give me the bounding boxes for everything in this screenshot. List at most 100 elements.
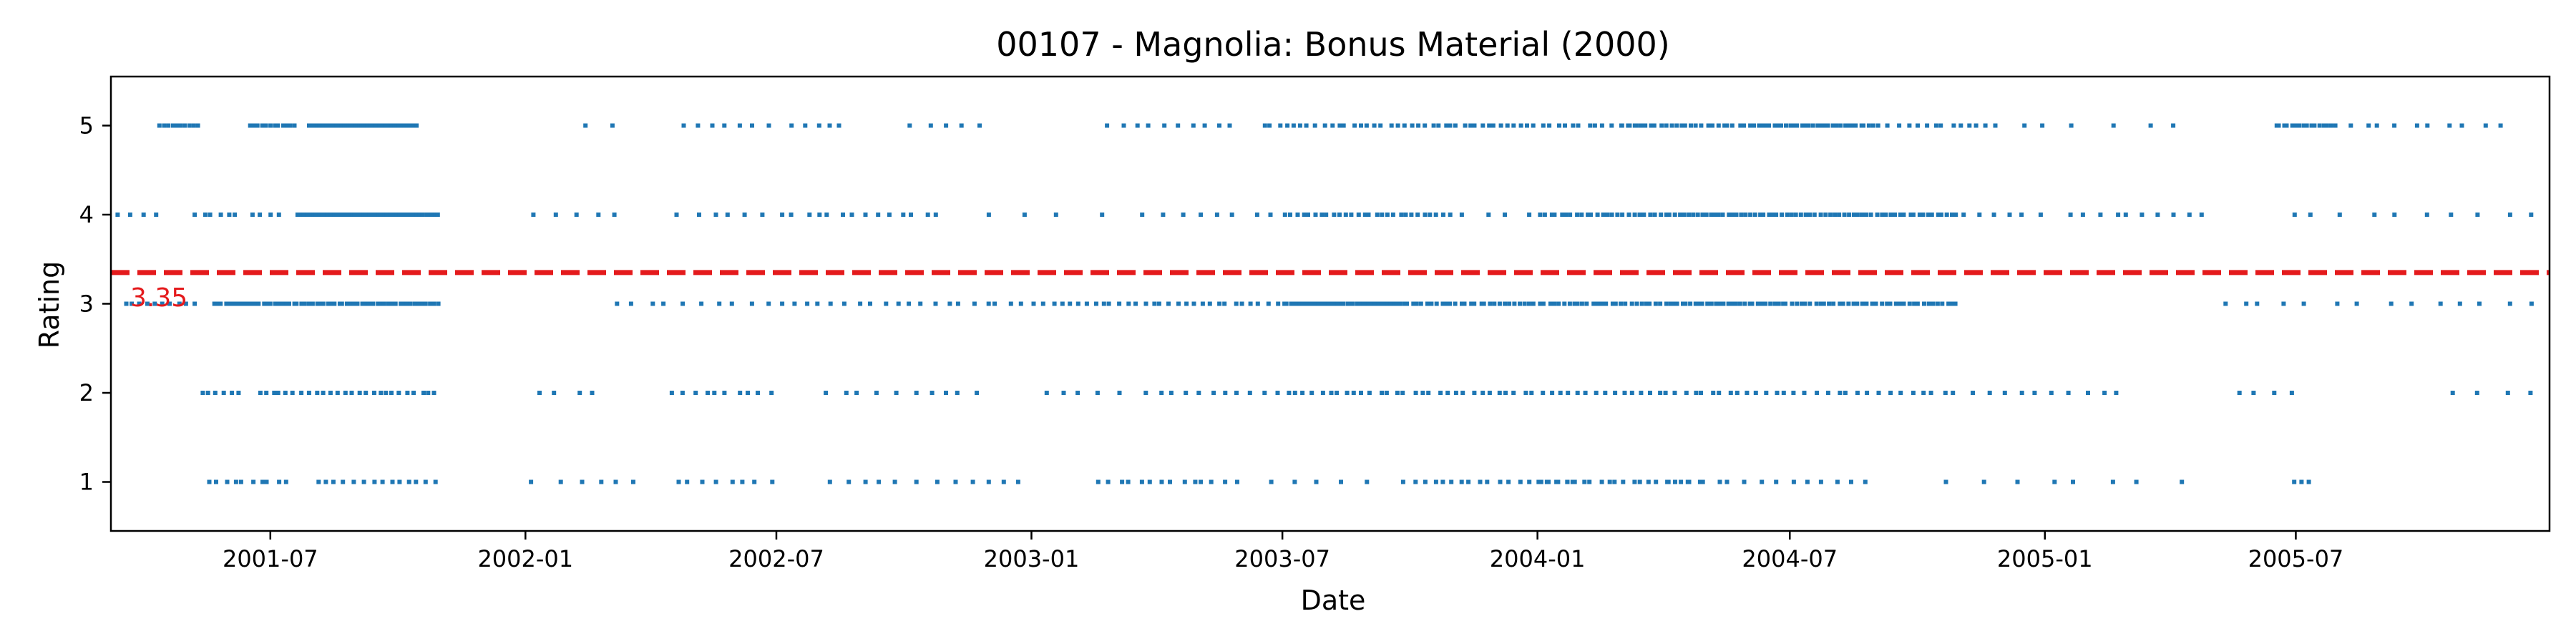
data-point bbox=[1162, 123, 1167, 128]
data-point bbox=[402, 123, 407, 128]
data-point bbox=[1629, 301, 1634, 306]
data-point bbox=[2414, 123, 2419, 128]
data-point bbox=[2015, 479, 2020, 484]
data-point bbox=[2111, 123, 2116, 128]
data-point bbox=[390, 479, 395, 484]
data-point bbox=[1776, 301, 1781, 306]
data-point bbox=[729, 301, 734, 306]
data-point bbox=[331, 479, 336, 484]
data-point bbox=[2292, 479, 2297, 484]
data-point bbox=[2007, 213, 2012, 217]
data-point bbox=[1788, 123, 1793, 128]
data-point bbox=[1838, 301, 1843, 306]
data-point bbox=[1591, 301, 1596, 306]
data-point bbox=[1838, 123, 1843, 128]
data-point bbox=[1626, 213, 1631, 217]
data-point bbox=[1907, 301, 1912, 306]
data-point bbox=[1351, 391, 1356, 395]
data-point bbox=[326, 301, 331, 306]
data-point bbox=[697, 213, 701, 217]
data-point bbox=[1380, 213, 1385, 217]
data-point bbox=[1511, 123, 1516, 128]
data-point bbox=[854, 391, 859, 395]
data-point bbox=[792, 301, 797, 306]
data-point bbox=[288, 123, 293, 128]
data-point bbox=[383, 123, 388, 128]
data-point bbox=[250, 301, 255, 306]
data-point bbox=[1322, 123, 1327, 128]
data-point bbox=[1345, 301, 1350, 306]
data-point bbox=[1121, 123, 1126, 128]
data-point bbox=[1378, 123, 1383, 128]
data-point bbox=[378, 213, 383, 217]
data-point bbox=[1191, 301, 1196, 306]
data-point bbox=[1873, 301, 1878, 306]
data-point bbox=[1583, 391, 1588, 395]
data-point bbox=[166, 123, 171, 128]
data-point bbox=[412, 123, 416, 128]
data-point bbox=[713, 213, 718, 217]
data-point bbox=[1868, 213, 1873, 217]
data-point bbox=[1304, 123, 1309, 128]
data-point bbox=[1538, 301, 1543, 306]
data-point bbox=[321, 123, 326, 128]
data-point bbox=[1742, 301, 1747, 306]
data-point bbox=[1563, 213, 1568, 217]
data-point bbox=[1664, 213, 1669, 217]
data-point bbox=[1319, 213, 1324, 217]
data-point bbox=[235, 301, 240, 306]
data-point bbox=[1309, 391, 1314, 395]
data-point bbox=[1729, 123, 1735, 128]
data-point bbox=[894, 391, 899, 395]
data-point bbox=[1693, 123, 1698, 128]
data-point bbox=[752, 479, 757, 484]
data-point bbox=[1488, 301, 1493, 306]
data-point bbox=[780, 213, 785, 217]
data-point bbox=[769, 391, 774, 395]
data-point bbox=[977, 123, 982, 128]
data-point bbox=[268, 123, 273, 128]
data-point bbox=[1943, 479, 1948, 484]
data-point bbox=[1392, 301, 1397, 306]
data-point bbox=[1673, 479, 1677, 484]
data-point bbox=[1319, 301, 1324, 306]
data-point bbox=[1413, 479, 1418, 484]
data-point bbox=[1399, 213, 1404, 217]
data-point bbox=[1810, 123, 1815, 128]
data-point bbox=[365, 123, 370, 128]
data-point bbox=[1565, 479, 1570, 484]
data-point bbox=[1133, 301, 1138, 306]
data-point bbox=[1576, 123, 1581, 128]
data-point bbox=[1658, 301, 1663, 306]
data-point bbox=[1738, 123, 1743, 128]
data-point bbox=[650, 301, 655, 306]
data-point bbox=[1469, 301, 1474, 306]
data-point bbox=[1423, 479, 1428, 484]
data-point bbox=[1068, 301, 1073, 306]
data-point bbox=[260, 123, 265, 128]
data-point bbox=[780, 301, 785, 306]
data-point bbox=[1772, 123, 1777, 128]
data-point bbox=[1322, 301, 1327, 306]
data-point bbox=[1529, 391, 1534, 395]
data-point bbox=[315, 391, 320, 395]
data-point bbox=[212, 301, 217, 306]
data-point bbox=[350, 123, 354, 128]
data-point bbox=[412, 213, 417, 217]
data-point bbox=[907, 123, 912, 128]
data-point bbox=[1326, 301, 1331, 306]
data-point bbox=[262, 301, 267, 306]
data-point bbox=[167, 301, 172, 306]
data-point bbox=[290, 391, 295, 395]
data-point bbox=[1615, 213, 1620, 217]
data-point bbox=[1284, 301, 1289, 306]
data-point bbox=[1875, 213, 1880, 217]
data-point bbox=[1823, 123, 1828, 128]
data-point bbox=[1780, 213, 1785, 217]
data-point bbox=[301, 213, 306, 217]
data-point bbox=[1217, 123, 1221, 128]
data-point bbox=[2328, 123, 2333, 128]
data-point bbox=[1320, 391, 1325, 395]
data-point bbox=[1789, 213, 1794, 217]
data-point bbox=[596, 213, 601, 217]
